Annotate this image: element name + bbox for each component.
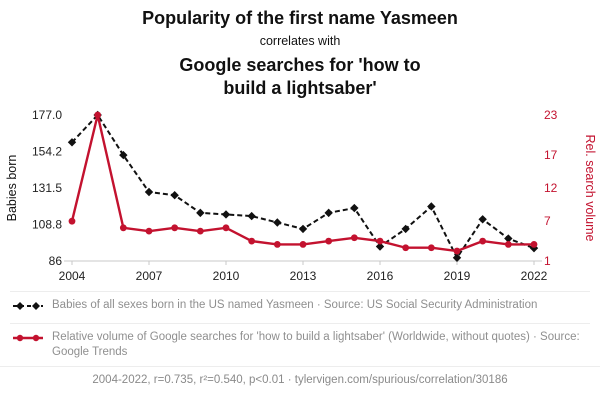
circle-marker <box>119 224 127 232</box>
diamond-marker <box>401 224 410 234</box>
circle-marker <box>68 217 76 225</box>
circle-marker <box>248 237 256 245</box>
x-tick-label: 2007 <box>136 269 163 283</box>
red-circle-series-icon <box>12 330 44 350</box>
circle-marker <box>145 227 153 235</box>
diamond-marker <box>478 215 487 224</box>
legend: Babies of all sexes born in the US named… <box>0 291 600 366</box>
footer-stats: 2004-2022, r=0.735, r²=0.540, p<0.01 · t… <box>92 373 508 386</box>
diamond-marker <box>375 242 385 251</box>
right-tick-label: 7 <box>544 214 551 228</box>
circle-marker <box>299 241 307 248</box>
circle-marker <box>376 237 384 245</box>
chart-title: Popularity of the first name Yasmeen <box>142 8 458 28</box>
x-tick-label: 2022 <box>521 269 548 283</box>
legend-item-babies: Babies of all sexes born in the US named… <box>10 291 590 323</box>
correlation-line-chart: 2004 2007 2010 2013 2016 2019 2022 177.0 154.2 13… <box>5 108 597 283</box>
chart-title-secondary: Google searches for 'how to build a ligh… <box>179 55 421 98</box>
diamond-marker <box>452 253 462 262</box>
right-tick-label: 1 <box>544 254 551 268</box>
left-tick-label: 108.8 <box>32 217 62 231</box>
circle-marker <box>530 241 538 248</box>
left-tick-label: 131.5 <box>32 181 62 195</box>
x-tick-label: 2016 <box>367 269 394 283</box>
circle-marker <box>273 241 281 248</box>
black-dashed-diamond-series-icon <box>12 298 44 318</box>
circle-marker <box>402 244 410 252</box>
diamond-marker <box>221 210 231 219</box>
circle-marker <box>222 224 230 232</box>
circle-marker <box>171 224 179 232</box>
x-tick-label: 2013 <box>290 269 317 283</box>
circle-marker <box>504 241 512 248</box>
diamond-marker <box>67 138 77 147</box>
left-axis-label: Babies born <box>5 155 19 222</box>
right-tick-label: 23 <box>544 108 558 122</box>
circle-marker <box>453 247 461 255</box>
diamond-marker <box>247 211 256 221</box>
diamond-marker <box>144 187 154 197</box>
left-tick-label: 177.0 <box>32 108 62 122</box>
circle-marker <box>479 237 487 245</box>
x-tick-label: 2010 <box>213 269 240 283</box>
diamond-marker <box>427 202 436 211</box>
circle-marker <box>196 227 204 235</box>
x-tick-label: 2004 <box>59 269 86 283</box>
diamond-marker <box>196 208 205 218</box>
legend-item-searches: Relative volume of Google searches for '… <box>10 322 590 366</box>
diamond-marker <box>324 208 333 218</box>
diamond-marker <box>170 191 179 200</box>
legend-label-babies: Babies of all sexes born in the US named… <box>52 299 538 311</box>
chart-subtitle: correlates with <box>259 34 341 48</box>
diamond-marker <box>298 224 308 234</box>
legend-label-searches: Relative volume of Google searches for '… <box>52 330 580 359</box>
x-tick-label: 2019 <box>444 269 471 283</box>
diamond-marker <box>273 218 282 227</box>
chart-header: Popularity of the first name Yasmeen cor… <box>0 0 600 99</box>
left-tick-label: 86 <box>49 254 63 268</box>
circle-marker <box>325 237 333 245</box>
left-tick-label: 154.2 <box>32 145 62 159</box>
circle-marker <box>350 234 358 242</box>
diamond-marker <box>119 150 128 160</box>
series-line-0 <box>71 113 535 260</box>
right-axis-label: Rel. search volume <box>583 135 597 242</box>
circle-marker <box>427 244 435 252</box>
right-tick-label: 17 <box>544 148 558 162</box>
footer: 2004-2022, r=0.735, r²=0.540, p<0.01 · t… <box>0 365 600 393</box>
spurious-correlation-chart-card: Popularity of the first name Yasmeen cor… <box>0 0 600 393</box>
diamond-marker <box>504 234 513 243</box>
right-tick-label: 12 <box>544 181 558 195</box>
diamond-marker <box>350 203 359 213</box>
circle-marker <box>94 111 102 119</box>
